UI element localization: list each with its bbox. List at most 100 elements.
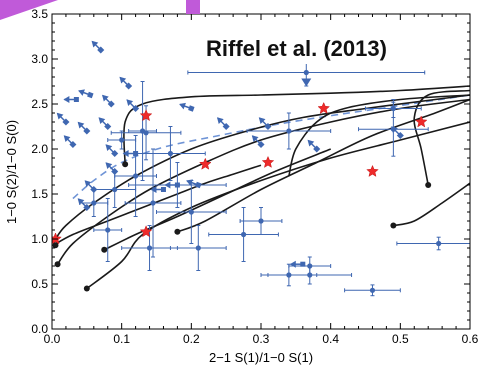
x-tick-label: 0.1 — [113, 332, 130, 346]
model-curve — [56, 98, 470, 265]
arrow-base-square — [111, 167, 119, 176]
top-accent-block — [186, 0, 200, 14]
arrow-head — [179, 102, 186, 110]
arrow-base-square — [222, 122, 230, 131]
arrow-marker — [126, 99, 140, 113]
data-point — [91, 200, 97, 206]
arrow-marker — [164, 181, 180, 189]
arrow-head — [105, 162, 113, 170]
y-axis-label: 1−0 S(2)/1−0 S(0) — [4, 120, 19, 224]
x-axis-label: 2−1 S(1)/1−0 S(1) — [209, 350, 313, 365]
model-end-dot — [122, 161, 129, 168]
model-star — [261, 155, 275, 168]
arrow-marker — [186, 179, 202, 189]
arrow-head — [126, 99, 134, 107]
arrow-base-square — [160, 187, 166, 192]
arrow-marker — [77, 121, 91, 135]
data-point — [105, 227, 111, 233]
arrow-marker — [105, 162, 119, 176]
data-point — [303, 69, 309, 76]
data-point — [436, 240, 442, 247]
model-star — [366, 164, 379, 177]
chart-title: Riffel et al. (2013) — [200, 34, 393, 64]
arrow-base-square — [83, 203, 91, 212]
dashed-curve-layer — [72, 94, 470, 200]
model-end-dot — [390, 222, 397, 229]
arrow-marker — [56, 112, 70, 126]
x-axis-ticks: 0.0 0.1 0.2 0.3 0.4 0.5 0.6 — [44, 14, 479, 346]
arrow-base-square — [174, 182, 180, 188]
arrow-marker — [258, 117, 272, 131]
arrow-base-square — [188, 105, 195, 112]
arrow-head — [56, 112, 64, 120]
model-curve — [123, 85, 470, 165]
y-tick-label: 3.5 — [31, 7, 48, 21]
arrow-marker — [84, 180, 98, 194]
model-star — [198, 157, 212, 170]
arrow-head — [391, 126, 398, 134]
arrow-base-square — [300, 261, 306, 267]
arrow-head — [186, 179, 193, 186]
y-tick-label: 1.5 — [31, 187, 48, 201]
model-star — [139, 225, 153, 238]
arrow-head — [77, 198, 85, 206]
y-tick-label: 2.5 — [31, 97, 48, 111]
arrow-marker — [98, 117, 112, 131]
arrow-base-square — [132, 104, 140, 113]
arrow-marker — [122, 150, 139, 157]
arrow-marker — [289, 260, 306, 268]
arrow-head — [105, 144, 113, 152]
arrow-head — [307, 139, 315, 147]
model-curve — [177, 98, 470, 233]
arrow-head — [164, 181, 171, 189]
arrow-marker — [105, 144, 119, 158]
arrow-marker — [119, 76, 133, 90]
y-tick-label: 0.5 — [31, 277, 48, 291]
model-end-dot — [83, 285, 90, 292]
arrow-head — [251, 135, 259, 143]
model-end-dot — [52, 242, 59, 249]
arrow-base-square — [73, 97, 79, 102]
arrow-marker — [179, 102, 195, 112]
data-point — [369, 287, 376, 293]
model-curve — [103, 148, 332, 251]
arrow-head — [78, 89, 85, 96]
data-point — [286, 128, 292, 134]
model-star — [317, 101, 331, 114]
data-point — [390, 105, 396, 112]
arrow-marker — [63, 96, 79, 103]
x-tick-label: 0.6 — [462, 332, 479, 346]
model-curve — [53, 164, 262, 246]
arrow-head — [84, 180, 92, 188]
data-point — [146, 245, 153, 251]
arrow-marker — [77, 198, 91, 212]
y-tick-label: 1.0 — [31, 232, 48, 246]
arrow-base-square — [83, 127, 91, 135]
model-star — [139, 109, 153, 122]
data-point — [307, 272, 313, 278]
arrow-marker — [91, 40, 105, 54]
arrow-head — [258, 117, 266, 125]
x-tick-label: 0.5 — [392, 332, 409, 346]
corner-decoration — [0, 0, 58, 20]
model-star — [414, 115, 428, 128]
model-end-dot — [174, 228, 181, 235]
model-curve — [413, 89, 470, 186]
model-end-dot — [101, 246, 108, 253]
arrow-base-square — [87, 91, 94, 99]
arrow-head — [119, 76, 127, 84]
arrow-base-square — [264, 122, 272, 131]
data-point — [240, 231, 247, 238]
y-axis-ticks: 0.0 0.5 1.0 1.5 2.0 2.5 3.0 3.5 — [31, 7, 470, 336]
arrow-head — [216, 117, 224, 125]
arrow-head — [63, 96, 70, 103]
model-curve — [288, 94, 470, 177]
arrow-head — [122, 150, 129, 157]
arrow-marker — [63, 135, 77, 149]
x-tick-label: 0.4 — [322, 332, 339, 346]
data-point — [150, 200, 156, 206]
data-point — [195, 245, 201, 251]
arrow-head — [91, 40, 99, 48]
model-end-dot — [425, 182, 432, 188]
data-point — [258, 218, 264, 224]
